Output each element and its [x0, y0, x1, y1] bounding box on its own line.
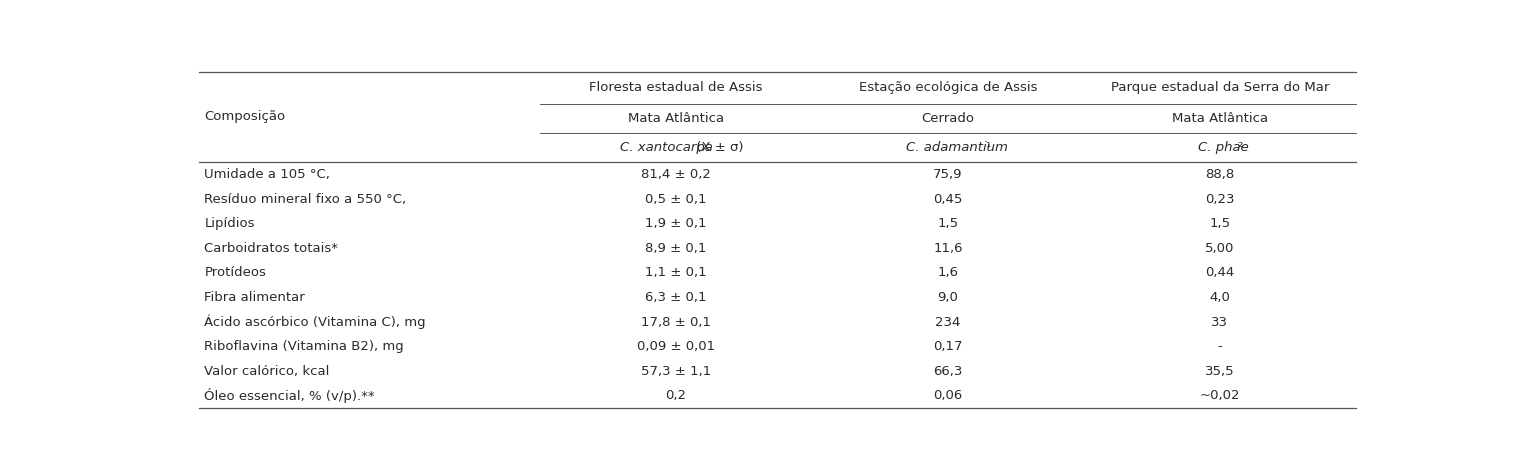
Text: 75,9: 75,9	[934, 168, 962, 181]
Text: 57,3 ± 1,1: 57,3 ± 1,1	[642, 365, 711, 378]
Text: Ácido ascórbico (Vitamina C), mg: Ácido ascórbico (Vitamina C), mg	[204, 315, 427, 329]
Text: Estação ecológica de Assis: Estação ecológica de Assis	[859, 81, 1036, 94]
Text: 66,3: 66,3	[934, 365, 962, 378]
Text: 0,09 ± 0,01: 0,09 ± 0,01	[637, 340, 716, 353]
Text: 1,1 ± 0,1: 1,1 ± 0,1	[645, 266, 707, 279]
Text: Mata Atlântica: Mata Atlântica	[628, 112, 723, 125]
Text: Lipídios: Lipídios	[204, 217, 254, 230]
Text: C. xantocarpa: C. xantocarpa	[620, 141, 713, 154]
Text: Floresta estadual de Assis: Floresta estadual de Assis	[589, 81, 763, 94]
Text: 0,44: 0,44	[1206, 266, 1235, 279]
Text: 33: 33	[1212, 315, 1229, 329]
Text: 8,9 ± 0,1: 8,9 ± 0,1	[645, 242, 707, 255]
Text: Riboflavina (Vitamina B2), mg: Riboflavina (Vitamina B2), mg	[204, 340, 404, 353]
Text: -: -	[1218, 340, 1223, 353]
Text: 9,0: 9,0	[938, 291, 958, 304]
Text: 88,8: 88,8	[1206, 168, 1235, 181]
Text: 17,8 ± 0,1: 17,8 ± 0,1	[642, 315, 711, 329]
Text: ¹: ¹	[985, 141, 991, 154]
Text: 81,4 ± 0,2: 81,4 ± 0,2	[642, 168, 711, 181]
Text: 4,0: 4,0	[1209, 291, 1230, 304]
Text: 1,6: 1,6	[938, 266, 958, 279]
Text: Valor calórico, kcal: Valor calórico, kcal	[204, 365, 330, 378]
Text: Resíduo mineral fixo a 550 °C,: Resíduo mineral fixo a 550 °C,	[204, 193, 407, 206]
Text: 35,5: 35,5	[1204, 365, 1235, 378]
Text: (X ± σ): (X ± σ)	[691, 141, 743, 154]
Text: Mata Atlântica: Mata Atlântica	[1171, 112, 1268, 125]
Text: 1,5: 1,5	[1209, 217, 1230, 230]
Text: 5,00: 5,00	[1206, 242, 1235, 255]
Text: 6,3 ± 0,1: 6,3 ± 0,1	[645, 291, 707, 304]
Text: 1,5: 1,5	[938, 217, 958, 230]
Text: C. phae: C. phae	[1198, 141, 1248, 154]
Text: 0,5 ± 0,1: 0,5 ± 0,1	[645, 193, 707, 206]
Text: C. adamantium: C. adamantium	[906, 141, 1008, 154]
Text: 0,17: 0,17	[934, 340, 962, 353]
Text: Umidade a 105 °C,: Umidade a 105 °C,	[204, 168, 330, 181]
Text: Cerrado: Cerrado	[921, 112, 974, 125]
Text: 0,06: 0,06	[934, 390, 962, 402]
Text: 234: 234	[935, 315, 961, 329]
Text: 0,23: 0,23	[1204, 193, 1235, 206]
Text: Parque estadual da Serra do Mar: Parque estadual da Serra do Mar	[1111, 81, 1328, 94]
Text: Composição: Composição	[204, 111, 286, 124]
Text: 11,6: 11,6	[934, 242, 962, 255]
Text: 0,45: 0,45	[934, 193, 962, 206]
Text: 1,9 ± 0,1: 1,9 ± 0,1	[645, 217, 707, 230]
Text: Fibra alimentar: Fibra alimentar	[204, 291, 306, 304]
Text: 0,2: 0,2	[666, 390, 687, 402]
Text: Óleo essencial, % (v/p).**: Óleo essencial, % (v/p).**	[204, 389, 375, 403]
Text: ~0,02: ~0,02	[1200, 390, 1241, 402]
Text: Protídeos: Protídeos	[204, 266, 266, 279]
Text: ²: ²	[1238, 141, 1242, 154]
Text: Carboidratos totais*: Carboidratos totais*	[204, 242, 339, 255]
